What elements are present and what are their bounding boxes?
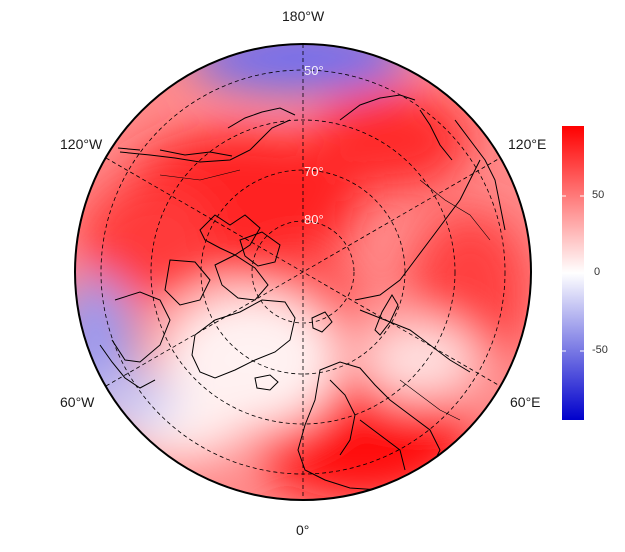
colorbar-tick-label: -50 [592, 344, 608, 356]
map-boundary [74, 43, 532, 501]
lon-label-180w: 180°W [282, 8, 325, 24]
lat-label-80: 80° [304, 212, 324, 227]
colorbar-tick-label: 0 [594, 266, 601, 278]
lon-label-60e: 60°E [510, 394, 541, 410]
coastlines [99, 94, 506, 491]
lat-label-70: 70° [304, 164, 324, 179]
meridian-120w-60e [105, 157, 501, 387]
colorbar-ticks [562, 195, 584, 352]
colorbar [562, 126, 584, 420]
lon-label-120e: 120°E [508, 136, 547, 152]
colorbar-tick-label: 50 [592, 189, 605, 201]
lat-label-50: 50° [304, 63, 324, 78]
lon-label-0: 0° [296, 522, 310, 538]
graticule [100, 44, 506, 500]
anomaly-field [75, 44, 531, 500]
lon-label-120w: 120°W [60, 136, 103, 152]
lon-label-60w: 60°W [60, 394, 95, 410]
